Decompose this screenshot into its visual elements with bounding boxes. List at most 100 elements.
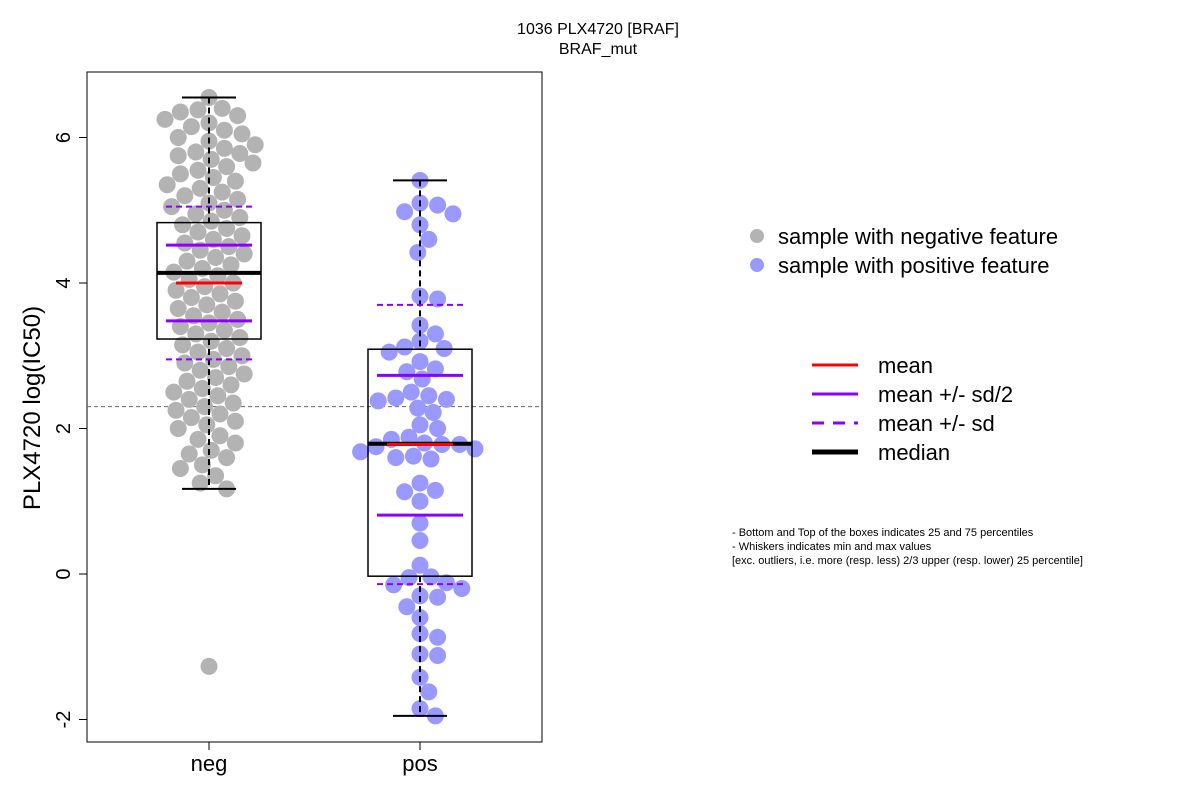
- data-point-neg: [193, 379, 211, 397]
- data-point-neg: [182, 289, 200, 307]
- data-point-neg: [235, 365, 253, 383]
- data-point-neg: [167, 401, 185, 419]
- data-point-neg: [189, 161, 207, 179]
- data-point-neg: [211, 285, 229, 303]
- chart-title: 1036 PLX4720 [BRAF]: [517, 21, 679, 38]
- data-point-neg: [215, 121, 233, 139]
- data-point-pos: [402, 383, 420, 401]
- note-line: - Bottom and Top of the boxes indicates …: [732, 527, 1034, 539]
- data-point-neg: [171, 460, 189, 478]
- data-point-neg: [226, 434, 244, 452]
- data-point-pos: [429, 196, 447, 214]
- data-point-neg: [196, 398, 214, 416]
- data-point-neg: [202, 441, 220, 459]
- data-point-neg: [226, 412, 244, 430]
- data-point-pos: [409, 243, 427, 261]
- data-point-pos: [437, 390, 455, 408]
- legend-line-label: mean +/- sd: [878, 411, 995, 436]
- data-point-neg: [202, 212, 220, 230]
- data-point-neg: [189, 343, 207, 361]
- data-point-pos: [411, 587, 429, 605]
- legend-line-label: mean: [878, 353, 933, 378]
- data-point-pos: [437, 574, 455, 592]
- data-point-neg: [189, 101, 207, 119]
- data-point-pos: [409, 399, 427, 417]
- data-point-neg: [165, 383, 183, 401]
- data-point-neg: [207, 249, 225, 267]
- data-point-neg: [204, 230, 222, 248]
- data-point-neg: [191, 361, 209, 379]
- data-point-neg: [178, 372, 196, 390]
- legend: sample with negative feature sample with …: [750, 224, 1058, 465]
- data-point-neg: [174, 336, 192, 354]
- data-point-pos: [429, 588, 447, 606]
- data-point-neg: [218, 158, 236, 176]
- data-point-neg: [198, 416, 216, 434]
- data-point-pos: [444, 205, 462, 223]
- data-point-neg: [180, 445, 198, 463]
- data-point-neg: [218, 339, 236, 357]
- data-point-neg: [169, 147, 187, 165]
- data-point-neg: [220, 358, 238, 376]
- data-point-pos: [420, 230, 438, 248]
- y-tick-label: -2: [53, 711, 75, 729]
- data-point-neg: [158, 176, 176, 194]
- x-tick-label: pos: [402, 751, 437, 776]
- data-point-neg: [231, 329, 249, 347]
- data-point-neg: [182, 409, 200, 427]
- y-axis-label: PLX4720 log(IC50): [19, 306, 46, 510]
- data-point-neg: [189, 430, 207, 448]
- box-pos: [367, 348, 473, 577]
- data-point-neg: [229, 190, 247, 208]
- data-point-neg: [202, 332, 220, 350]
- data-point-neg: [156, 110, 174, 128]
- data-point-pos: [411, 492, 429, 510]
- data-point-pos: [411, 625, 429, 643]
- data-point-neg: [226, 172, 244, 190]
- data-point-pos: [426, 325, 444, 343]
- data-point-neg: [200, 657, 218, 675]
- data-point-neg: [209, 387, 227, 405]
- data-point-neg: [233, 347, 251, 365]
- data-point-neg: [169, 299, 187, 317]
- data-point-neg: [187, 143, 205, 161]
- data-point-pos: [396, 483, 414, 501]
- data-point-pos: [422, 450, 440, 468]
- data-point-neg: [211, 405, 229, 423]
- data-point-pos: [429, 420, 447, 437]
- data-point-neg: [187, 205, 205, 223]
- data-point-neg: [204, 169, 222, 187]
- data-point-neg: [233, 227, 251, 245]
- data-point-neg: [171, 165, 189, 183]
- data-point-neg: [233, 125, 251, 143]
- data-point-pos: [424, 403, 442, 421]
- data-point-neg: [202, 150, 220, 168]
- data-point-neg: [182, 118, 200, 136]
- data-point-pos: [411, 532, 429, 550]
- data-point-pos: [453, 580, 471, 598]
- y-tick-label: 0: [53, 568, 75, 579]
- data-point-pos: [426, 360, 444, 378]
- legend-point-marker: [750, 258, 764, 272]
- data-point-neg: [196, 278, 214, 296]
- data-point-pos: [396, 338, 414, 356]
- data-point-neg: [180, 390, 198, 408]
- data-point-neg: [193, 456, 211, 474]
- data-point-pos: [396, 203, 414, 221]
- data-point-neg: [222, 376, 240, 394]
- x-tick-label: neg: [191, 751, 228, 776]
- plot-area: -2 0 2 4 6 neg pos: [53, 71, 543, 776]
- data-point-neg: [224, 394, 242, 412]
- data-point-pos: [385, 576, 403, 594]
- data-point-neg: [222, 256, 240, 274]
- data-point-neg: [211, 427, 229, 445]
- data-point-neg: [218, 449, 236, 467]
- data-point-pos: [400, 428, 418, 446]
- data-point-neg: [176, 354, 194, 372]
- data-point-neg: [187, 325, 205, 343]
- data-point-pos: [411, 556, 429, 574]
- data-point-pos: [369, 392, 387, 410]
- data-point-pos: [413, 370, 431, 388]
- data-point-pos: [420, 683, 438, 701]
